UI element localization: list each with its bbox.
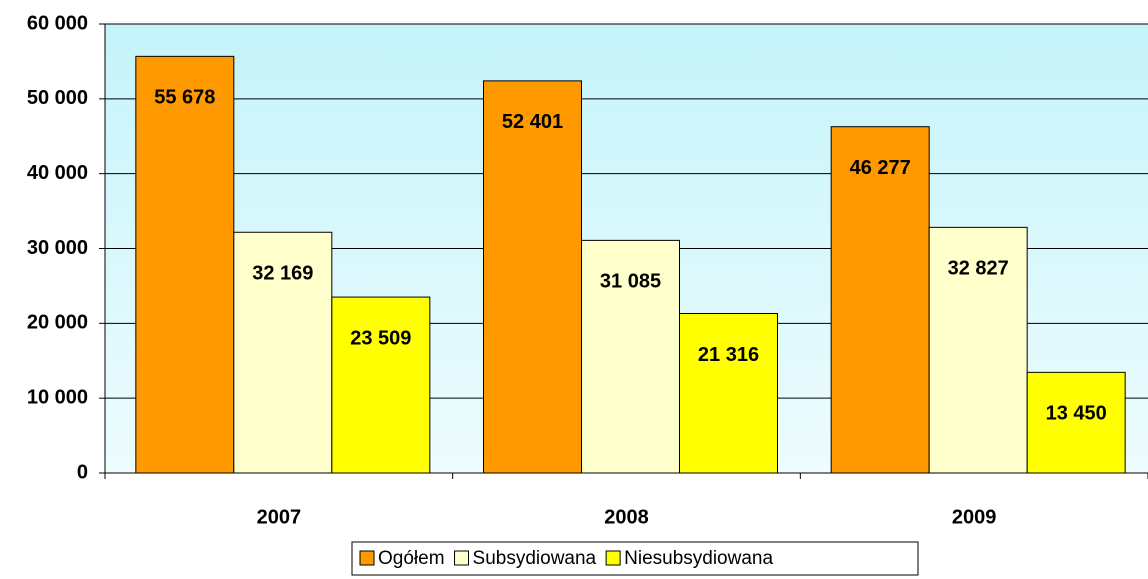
bar — [928, 226, 1028, 474]
x-tick-label: 2009 — [952, 506, 997, 528]
bar — [483, 80, 582, 474]
legend-swatch — [359, 550, 375, 566]
legend-box — [351, 541, 919, 576]
data-label: 31 085 — [600, 271, 661, 293]
y-tick-label: 50 000 — [27, 87, 88, 109]
data-label: 32 827 — [948, 258, 1009, 280]
y-tick-label: 60 000 — [27, 12, 88, 34]
bar — [135, 55, 235, 474]
legend-swatch — [605, 550, 621, 566]
y-tick-label: 0 — [77, 461, 88, 483]
bar — [233, 231, 333, 474]
legend-label: Niesubsydiowana — [624, 548, 773, 569]
data-label: 21 316 — [698, 344, 759, 366]
x-tick-label: 2008 — [604, 506, 649, 528]
x-tick-label: 2007 — [257, 506, 302, 528]
bar — [331, 296, 431, 474]
data-label: 55 678 — [154, 87, 215, 109]
data-label: 46 277 — [850, 157, 911, 179]
bar — [830, 126, 930, 474]
bar — [1026, 371, 1126, 474]
bar — [581, 239, 680, 474]
data-label: 13 450 — [1046, 403, 1107, 425]
y-tick-label: 30 000 — [27, 237, 88, 259]
y-tick-label: 20 000 — [27, 312, 88, 334]
data-label: 52 401 — [502, 111, 563, 133]
legend-label: Subsydiowana — [473, 548, 597, 569]
bar — [679, 312, 778, 474]
data-label: 23 509 — [350, 327, 411, 349]
legend-swatch — [454, 550, 470, 566]
data-label: 32 169 — [252, 263, 313, 285]
legend-label: Ogółem — [378, 548, 445, 569]
y-tick-label: 10 000 — [27, 386, 88, 408]
y-tick-label: 40 000 — [27, 162, 88, 184]
